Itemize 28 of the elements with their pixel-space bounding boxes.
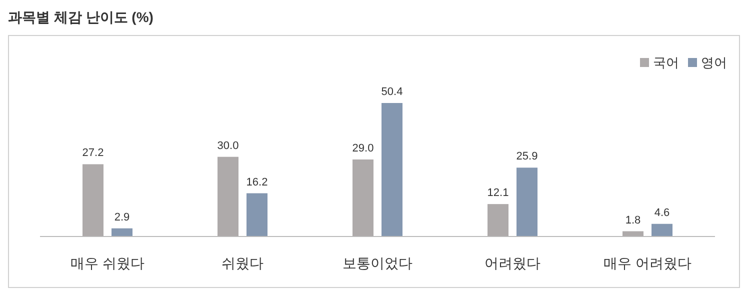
x-tick-label: 매우 어려웠다 [604,255,692,271]
chart-title: 과목별 체감 난이도 (%) [8,9,154,25]
data-label: 1.8 [625,214,641,226]
bar [352,159,374,236]
bar [652,224,672,236]
data-label: 30.0 [217,140,239,152]
data-label: 2.9 [114,211,130,224]
legend-label: 국어 [653,55,679,70]
x-tick-label: 쉬웠다 [222,255,264,271]
bar [82,164,104,236]
bar [488,204,508,236]
x-tick-label: 매우 쉬웠다 [70,255,144,271]
x-tick-label: 보통이었다 [342,255,412,271]
data-label: 4.6 [654,206,670,219]
legend-label: 영어 [701,55,727,70]
x-tick-label: 어려웠다 [484,255,540,271]
bar [382,103,402,236]
bar [218,156,238,236]
data-label: 12.1 [487,187,509,200]
bar [112,228,132,236]
data-label: 29.0 [352,142,374,154]
data-label: 25.9 [516,150,538,163]
bar [516,168,538,236]
data-label: 27.2 [82,147,104,160]
bar [246,193,268,236]
bar [622,231,644,236]
data-label: 50.4 [381,86,403,98]
data-label: 16.2 [246,176,268,188]
